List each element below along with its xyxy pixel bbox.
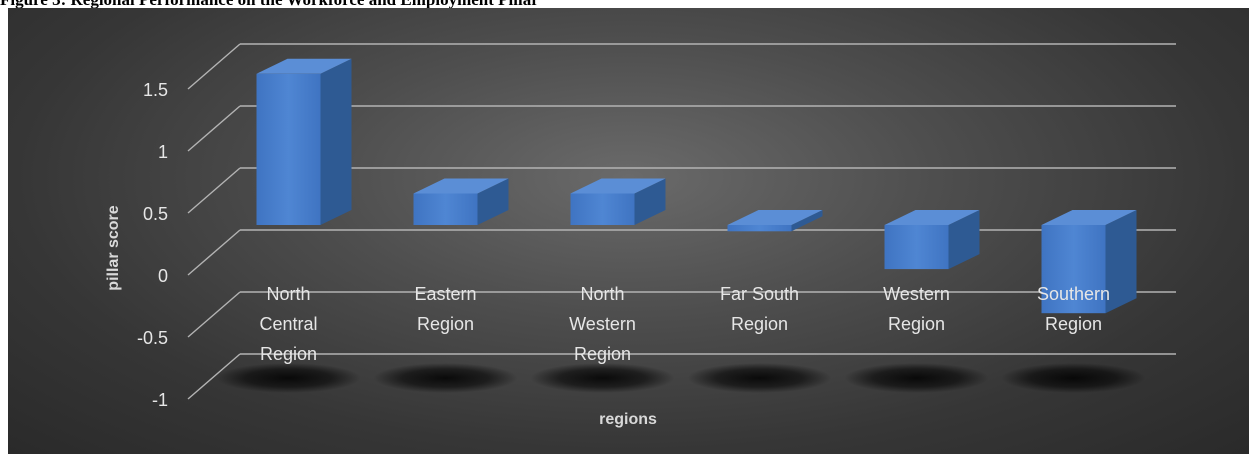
bar-shadow (1001, 363, 1146, 393)
x-category-label: North Central Region (259, 284, 317, 364)
bars (256, 58, 1137, 314)
bar-front-face (1041, 225, 1106, 314)
y-tick-label: -0.5 (137, 328, 168, 348)
x-axis-categories: North Central Region Eastern Region North West… (259, 284, 1110, 364)
bar (256, 58, 352, 225)
gridline-side (187, 43, 241, 90)
bar-top-face (884, 210, 980, 225)
gridline-side (187, 353, 241, 400)
bar-side-face (1105, 210, 1137, 314)
bar-side-face (320, 58, 352, 225)
x-category-label: Eastern Region (414, 284, 476, 334)
x-category-label: Far South Region (720, 284, 799, 334)
x-category-label: North Western Region (569, 284, 636, 364)
bar-shadow (373, 363, 518, 393)
bar-chart: 1.5 1 0.5 0 -0.5 -1 North Central Region Eastern… (105, 43, 1176, 428)
bar-top-face (1041, 210, 1137, 225)
gridline-side (187, 291, 241, 338)
gridline-side (187, 167, 241, 214)
bar (413, 178, 509, 225)
gridlines (187, 43, 1176, 400)
bar (727, 210, 823, 232)
bar-front-face (727, 225, 792, 232)
bar-shadow (687, 363, 832, 393)
y-axis-ticks: 1.5 1 0.5 0 -0.5 -1 (137, 80, 168, 410)
bar-side-face (477, 178, 509, 225)
floor-shadows (216, 363, 1146, 393)
bar-top-face (413, 178, 509, 194)
bar-side-face (634, 178, 666, 225)
y-tick-label: 1.5 (143, 80, 168, 100)
bar-shadow (216, 363, 361, 393)
x-category-label: Southern Region (1037, 284, 1110, 334)
bar-front-face (256, 73, 321, 225)
bar-shadow (844, 363, 989, 393)
bar-front-face (570, 193, 635, 225)
bar (1041, 210, 1137, 314)
y-tick-label: 1 (158, 142, 168, 162)
bar (570, 178, 666, 225)
bar-side-face (948, 210, 980, 270)
bar-top-face (727, 210, 823, 225)
x-category-label: Western Region (883, 284, 950, 334)
x-axis-title: regions (599, 411, 657, 428)
y-tick-label: -1 (152, 390, 168, 410)
bar-side-face (791, 210, 823, 232)
chart-area: 1.5 1 0.5 0 -0.5 -1 North Central Region Eastern… (8, 8, 1249, 454)
figure-title: Figure 3: Regional Performance on the Wo… (0, 0, 1257, 9)
bar-top-face (256, 58, 352, 74)
bar-front-face (884, 225, 949, 270)
bar-shadow (530, 363, 675, 393)
bar-front-face (413, 193, 478, 225)
bar-top-face (570, 178, 666, 194)
y-tick-label: 0 (158, 266, 168, 286)
y-axis-title: pillar score (105, 205, 122, 290)
bar (884, 210, 980, 270)
gridline-side (187, 105, 241, 152)
y-tick-label: 0.5 (143, 204, 168, 224)
gridline-side (187, 229, 241, 276)
